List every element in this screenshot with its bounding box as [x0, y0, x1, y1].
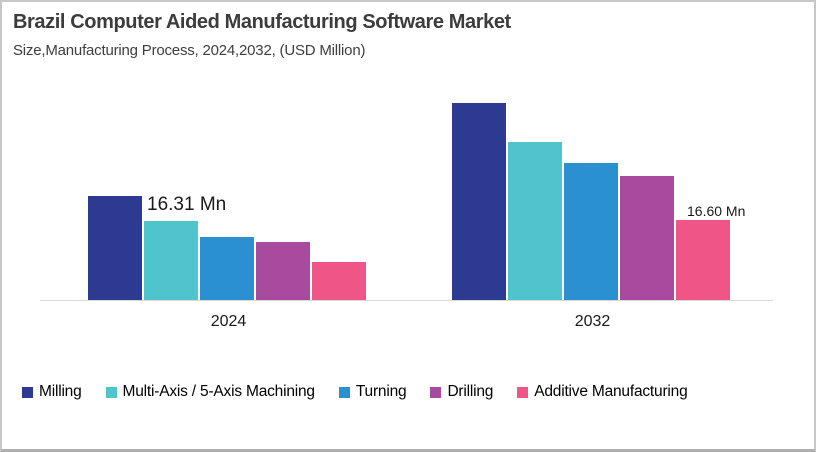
- legend-swatch-icon: [22, 386, 33, 398]
- legend-label: Milling: [39, 383, 82, 400]
- x-tick-label-2032: 2032: [574, 313, 611, 330]
- legend-label: Turning: [355, 383, 407, 400]
- bar-turning-2024: [200, 237, 254, 300]
- bar-additive-manufacturing-2024: [312, 262, 366, 300]
- legend: Milling Multi-Axis / 5-Axis Machining Turn…: [22, 383, 688, 401]
- bar-drilling-2032: [620, 176, 674, 300]
- legend-swatch-icon: [517, 386, 529, 398]
- legend-item-multi-axis-5-axis-machining: Multi-Axis / 5-Axis Machining: [105, 383, 316, 401]
- bar-milling-2032: [452, 103, 506, 300]
- x-tick-label-2024: 2024: [210, 313, 247, 330]
- legend-swatch-icon: [105, 386, 117, 398]
- data-label-milling-2024: 16.31 Mn: [147, 194, 227, 215]
- bar-additive-manufacturing-2032: [676, 220, 730, 300]
- legend-label: Drilling: [447, 383, 494, 400]
- legend-item-additive-manufacturing: Additive Manufacturing: [517, 383, 688, 401]
- bar-group-2024: [88, 196, 366, 300]
- bar-multi-axis-5-axis-machining-2024: [144, 221, 198, 300]
- legend-swatch-icon: [430, 386, 442, 398]
- legend-item-drilling: Drilling: [430, 383, 493, 401]
- legend-swatch-icon: [338, 386, 350, 398]
- bar-milling-2024: [88, 196, 142, 300]
- chart-title: Brazil Computer Aided Manufacturing Soft…: [13, 11, 511, 33]
- legend-item-turning: Turning: [338, 383, 407, 401]
- bar-multi-axis-5-axis-machining-2032: [508, 142, 562, 300]
- legend-label: Multi-Axis / 5-Axis Machining: [122, 383, 316, 400]
- bar-group-2032: [452, 103, 730, 300]
- chart-subtitle: Size,Manufacturing Process, 2024,2032, (…: [13, 42, 366, 59]
- legend-item-milling: Milling: [22, 383, 82, 401]
- bar-drilling-2024: [256, 242, 310, 300]
- x-axis-line: [40, 300, 773, 301]
- data-label-additive-manufacturing-2032: 16.60 Mn: [687, 203, 746, 219]
- legend-label: Additive Manufacturing: [534, 383, 688, 400]
- bar-turning-2032: [564, 163, 618, 300]
